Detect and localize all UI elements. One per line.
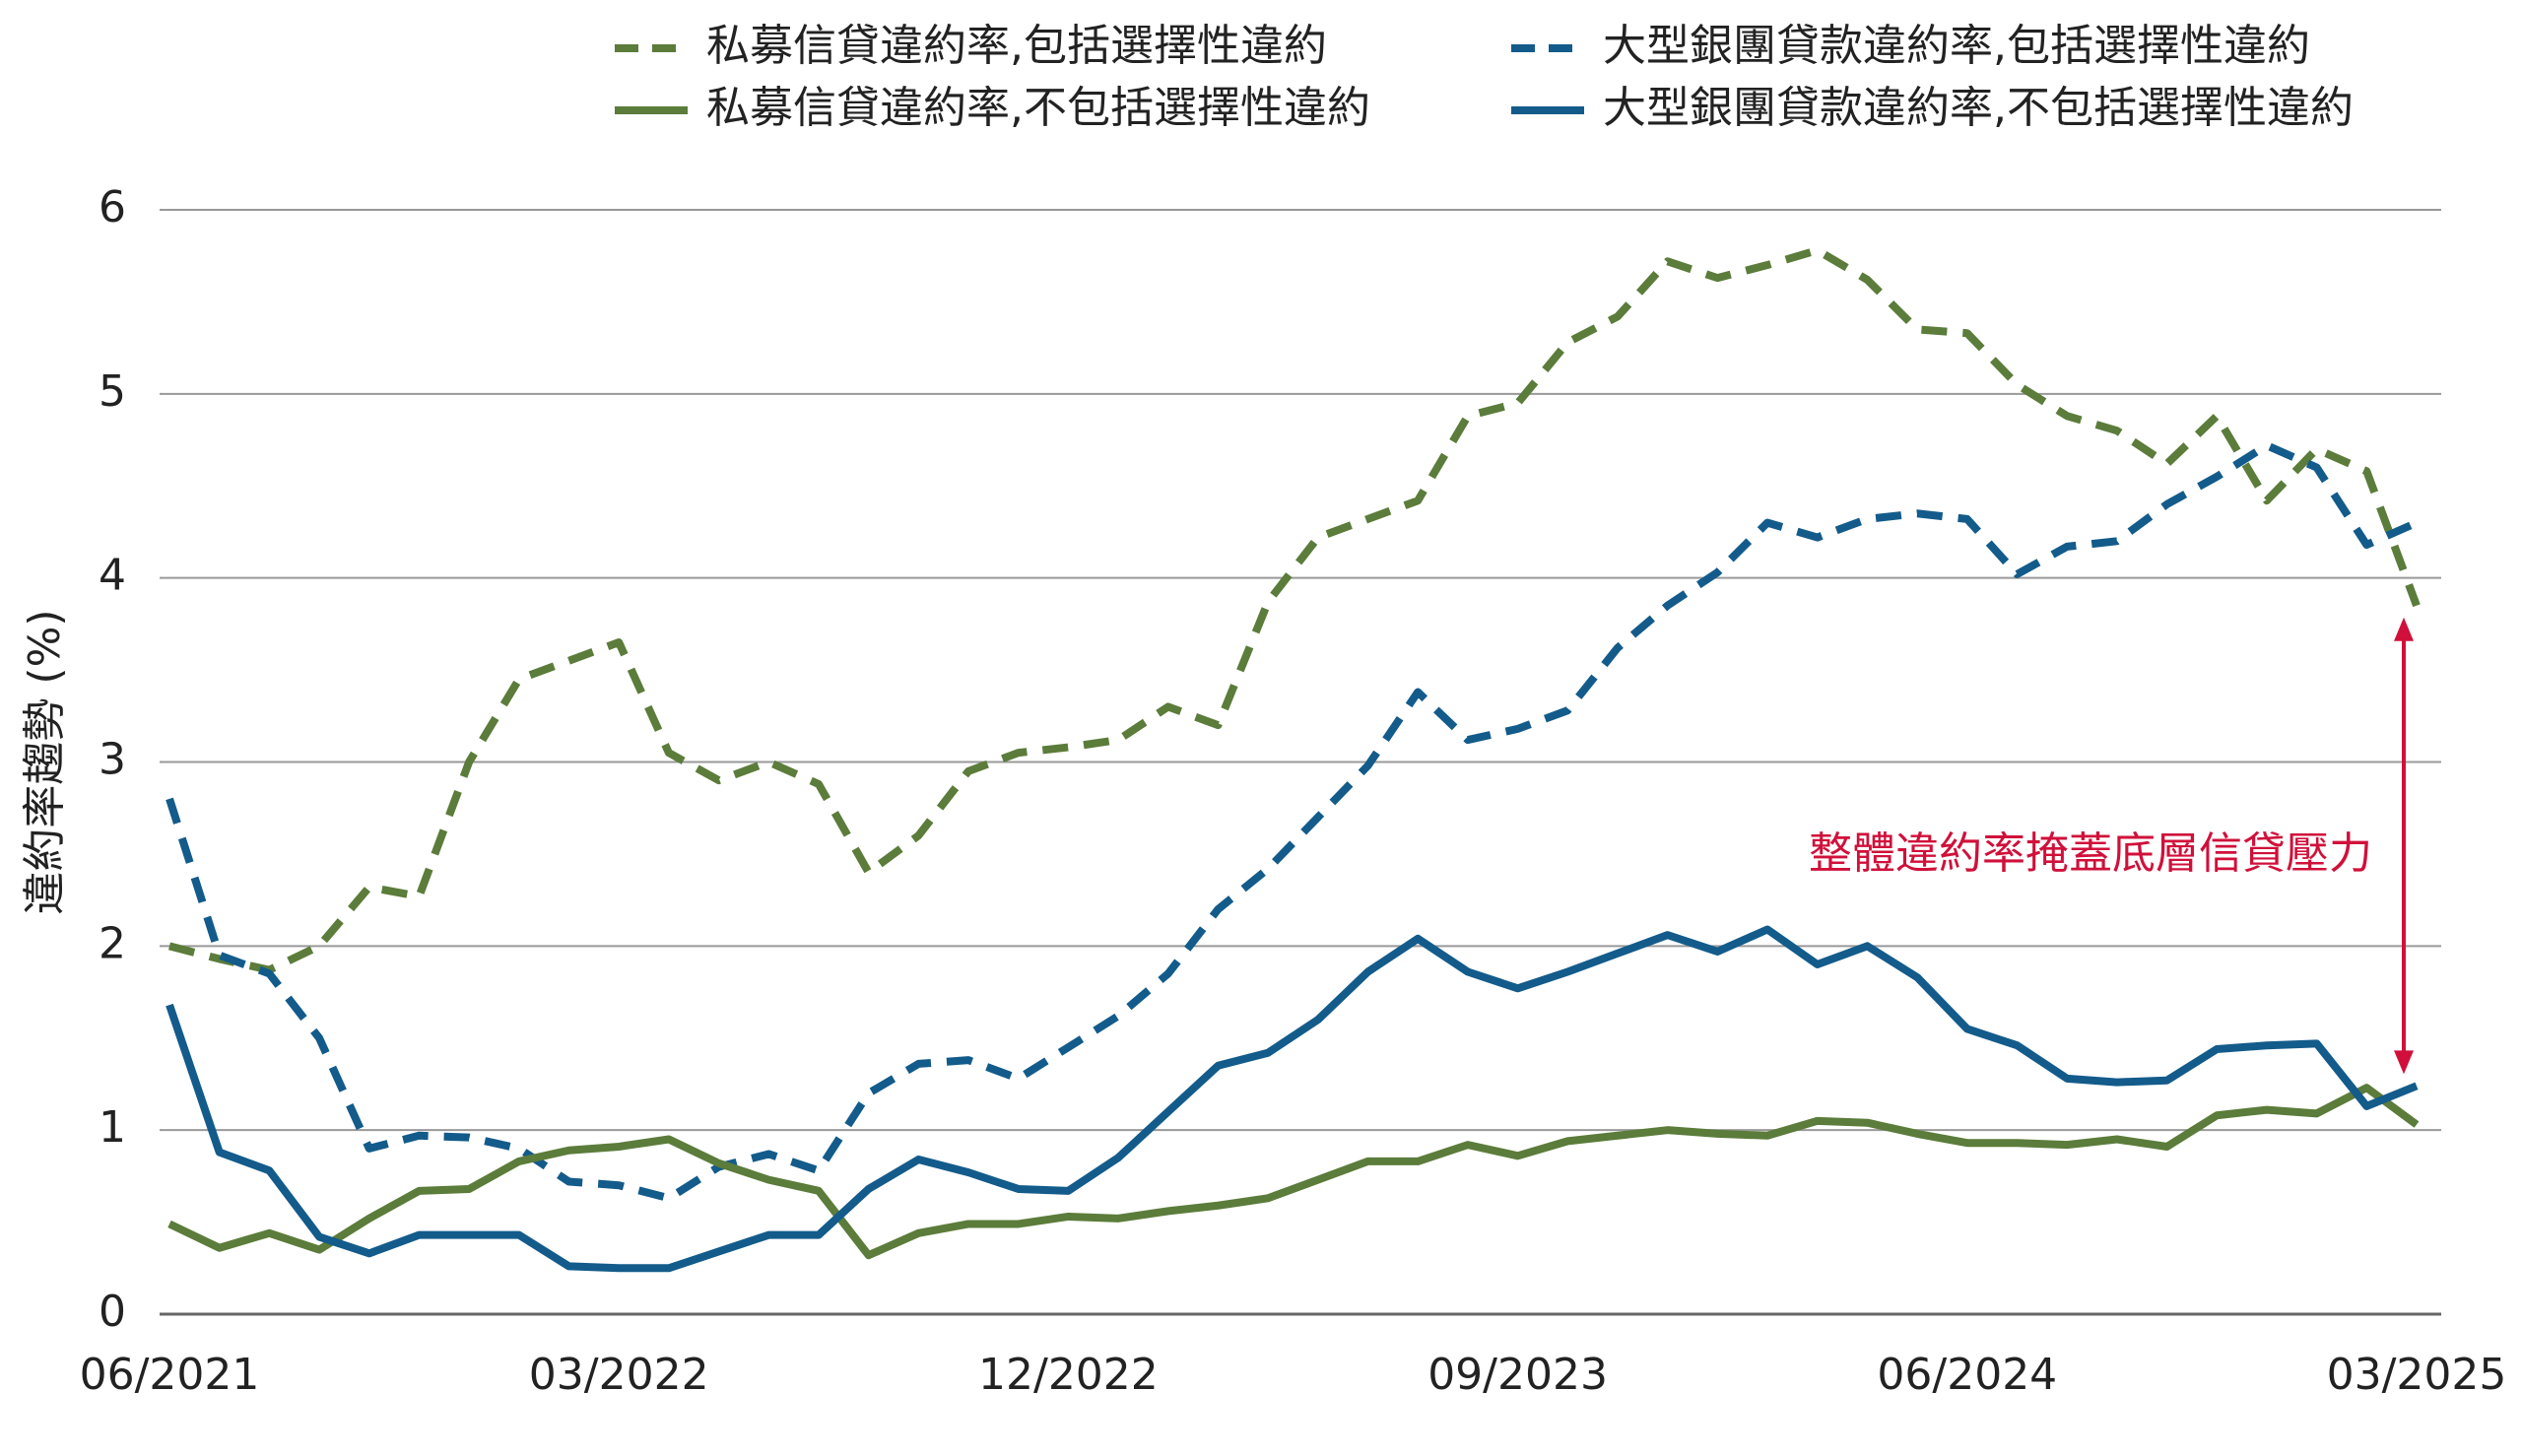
legend-label: 私募信貸違約率,不包括選擇性違約	[706, 83, 1370, 133]
legend-label: 大型銀團貸款違約率,包括選擇性違約	[1603, 21, 2310, 71]
arrow-head	[2394, 1050, 2414, 1075]
x-tick-label: 03/2025	[2327, 1350, 2507, 1400]
x-tick-label: 03/2022	[529, 1350, 709, 1400]
line-series	[167, 1084, 2420, 1260]
line-series	[168, 246, 2421, 974]
y-axis-label: 違約率趨勢 (%)	[20, 609, 70, 914]
x-tick-label: 06/2024	[1877, 1350, 2057, 1400]
x-tick-label: 12/2022	[978, 1350, 1159, 1400]
legend-label: 大型銀團貸款違約率,不包括選擇性違約	[1603, 83, 2354, 133]
y-tick-label: 1	[99, 1102, 126, 1153]
x-tick-label: 06/2021	[80, 1350, 260, 1400]
legend-label: 私募信貸違約率,包括選擇性違約	[706, 21, 1327, 71]
line-series	[166, 925, 2419, 1273]
annotation: 整體違約率掩蓋底層信貸壓力	[1809, 828, 2372, 879]
y-tick-label: 6	[99, 182, 126, 232]
y-tick-label: 5	[99, 366, 126, 417]
y-tick-label: 3	[99, 735, 126, 785]
y-tick-label: 0	[99, 1287, 126, 1337]
y-tick-label: 4	[99, 551, 126, 601]
line-series	[166, 441, 2419, 1203]
x-tick-label: 09/2023	[1427, 1350, 1608, 1400]
arrow-head	[2394, 617, 2414, 641]
y-tick-label: 2	[99, 918, 126, 968]
